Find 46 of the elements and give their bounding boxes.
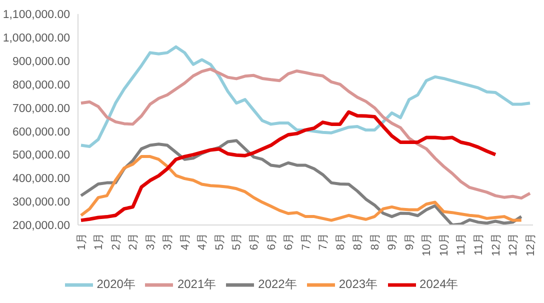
x-tick-label: 10月 (421, 233, 434, 256)
x-tick-label: 10月 (438, 233, 450, 256)
x-tick-label: 5月 (231, 233, 244, 250)
x-tick-label: 6月 (266, 233, 278, 250)
x-tick-label: 5月 (214, 233, 226, 250)
x-tick-label: 2月 (110, 233, 122, 250)
x-tick-label: 12月 (524, 233, 537, 256)
x-tick-label: 6月 (283, 233, 296, 250)
y-tick-label: 800,000.00 (12, 79, 70, 92)
legend-label: 2023年 (338, 277, 378, 292)
x-tick-label: 1月 (93, 233, 106, 250)
legend-label: 2020年 (96, 277, 136, 292)
legend-label: 2024年 (420, 277, 458, 292)
line-series (80, 155, 523, 222)
x-tick-label: 4月 (196, 233, 209, 250)
x-tick-label: 11月 (456, 233, 468, 256)
x-tick-label: 1月 (76, 233, 88, 250)
x-tick-label: 8月 (334, 233, 347, 250)
x-tick-label: 6月 (248, 233, 260, 250)
x-tick-label: 9月 (404, 233, 416, 250)
x-tick-label: 4月 (179, 233, 192, 250)
x-tick-label: 7月 (318, 233, 330, 250)
line-series (79, 110, 498, 222)
y-tick-label: 600,000.00 (12, 126, 70, 138)
y-tick-label: 500,000.00 (12, 150, 70, 162)
x-tick-label: 12月 (490, 233, 502, 256)
y-tick-label: 1,000,000.00 (2, 32, 70, 45)
y-tick-label: 200,000.00 (12, 220, 70, 232)
y-tick-label: 900,000.00 (12, 56, 70, 68)
x-tick-label: 2月 (128, 233, 140, 250)
x-tick-label: 9月 (386, 233, 399, 250)
x-tick-label: 12月 (508, 233, 520, 256)
y-tick-label: 1,100,000.00 (2, 9, 70, 22)
x-tick-label: 3月 (144, 233, 157, 250)
x-tick-label: 7月 (300, 233, 312, 250)
x-tick-label: 3月 (162, 233, 174, 250)
y-tick-label: 700,000.00 (12, 102, 70, 115)
x-tick-label: 8月 (369, 233, 382, 250)
y-tick-label: 400,000.00 (12, 173, 70, 186)
legend-label: 2022年 (258, 277, 297, 292)
line-series (80, 45, 532, 148)
x-tick-label: 8月 (352, 233, 364, 250)
line-series (80, 68, 532, 200)
y-tick-label: 300,000.00 (12, 196, 70, 209)
x-tick-label: 11月 (473, 233, 485, 256)
legend-label: 2021年 (177, 277, 216, 292)
